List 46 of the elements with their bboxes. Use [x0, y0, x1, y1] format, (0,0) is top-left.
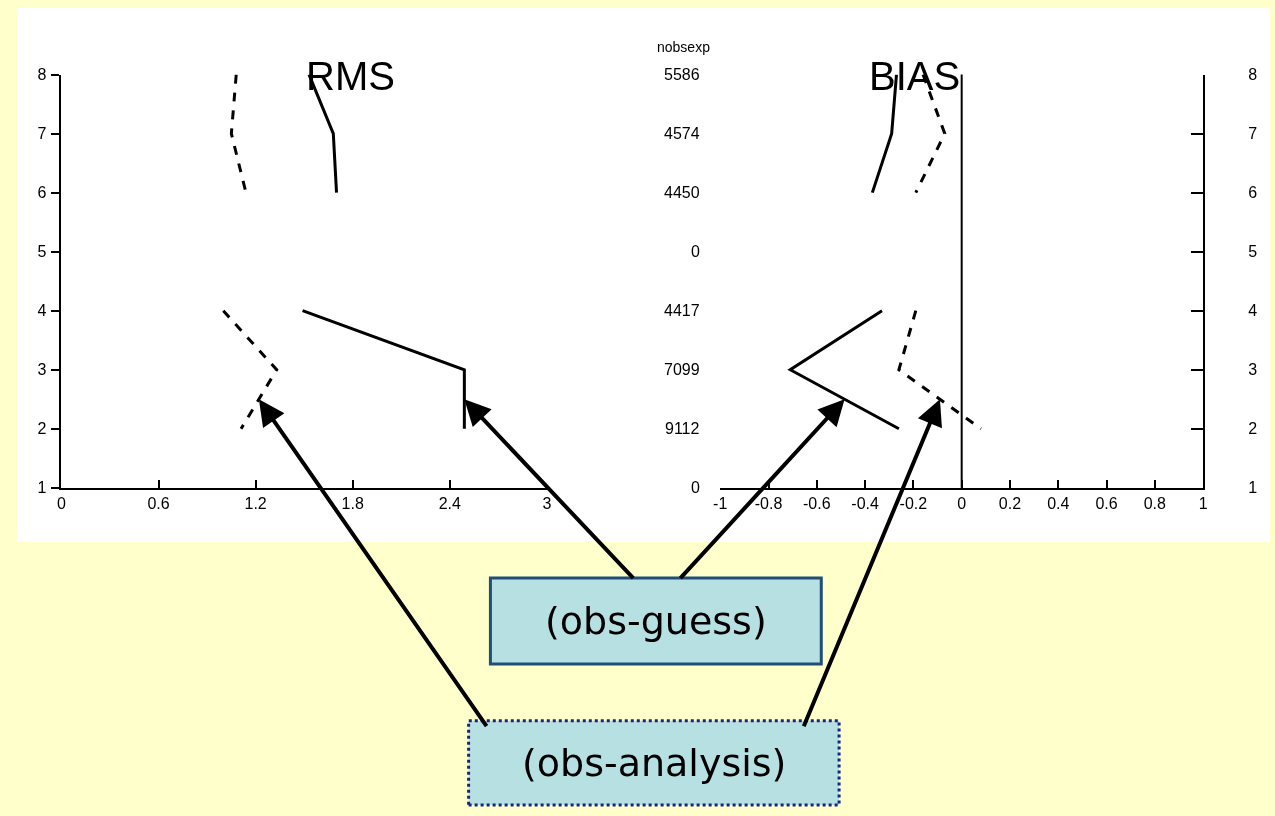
y-tick-label: 2 [1248, 420, 1258, 438]
y-tick-label: 6 [37, 184, 47, 202]
text: 9112 [665, 420, 700, 437]
text: 0 [691, 243, 700, 260]
y-axis-title: nobsexp [657, 39, 711, 55]
y-tick-label: 6 [1248, 184, 1258, 202]
y-tick-label: 5 [37, 243, 47, 261]
y-tick-label: 1 [37, 479, 47, 497]
text: 4450 [664, 184, 700, 201]
x-tick-label: -0.4 [851, 494, 879, 512]
x-tick-label: 1.8 [341, 494, 364, 512]
x-tick-label: 0 [957, 494, 967, 512]
y-tick-label: 2 [37, 420, 47, 438]
chart-title: RMS [306, 54, 395, 98]
text: (obs-guess) [545, 599, 767, 643]
y-tick-label: 7 [1248, 125, 1258, 143]
x-tick-label: 1.2 [244, 494, 267, 512]
x-tick-label: 0.8 [1143, 494, 1167, 512]
y-tick-label: 4 [1248, 302, 1258, 320]
x-tick-label: 2.4 [438, 494, 462, 512]
y-tick-label: 8 [1248, 66, 1258, 84]
text: 7099 [664, 361, 700, 378]
text: 5586 [664, 66, 700, 83]
text: 0 [691, 479, 700, 496]
y-tick-label: 4 [37, 302, 47, 320]
x-tick-label: -0.6 [803, 494, 831, 512]
x-tick-label: 0 [57, 494, 67, 512]
text: (obs-analysis) [522, 741, 787, 785]
text: 4417 [664, 302, 700, 319]
y-tick-label: 3 [37, 361, 47, 379]
chart-title: BIAS [869, 54, 961, 98]
y-tick-label: 5 [1248, 243, 1258, 261]
x-tick-label: -1 [713, 494, 728, 512]
x-tick-label: 3 [542, 494, 552, 512]
y-tick-label: 1 [1248, 479, 1258, 497]
x-tick-label: -0.8 [754, 494, 783, 512]
x-tick-label: 0.6 [1095, 494, 1118, 512]
x-tick-label: 0.4 [1047, 494, 1070, 512]
x-tick-label: 1 [1198, 494, 1208, 512]
text: 4574 [664, 125, 700, 142]
y-tick-label: 8 [37, 66, 47, 84]
x-tick-label: 0.6 [147, 494, 170, 512]
y-tick-label: 3 [1248, 361, 1258, 379]
x-tick-label: -0.2 [899, 494, 928, 512]
x-tick-label: 0.2 [998, 494, 1022, 512]
y-tick-label: 7 [37, 125, 47, 143]
